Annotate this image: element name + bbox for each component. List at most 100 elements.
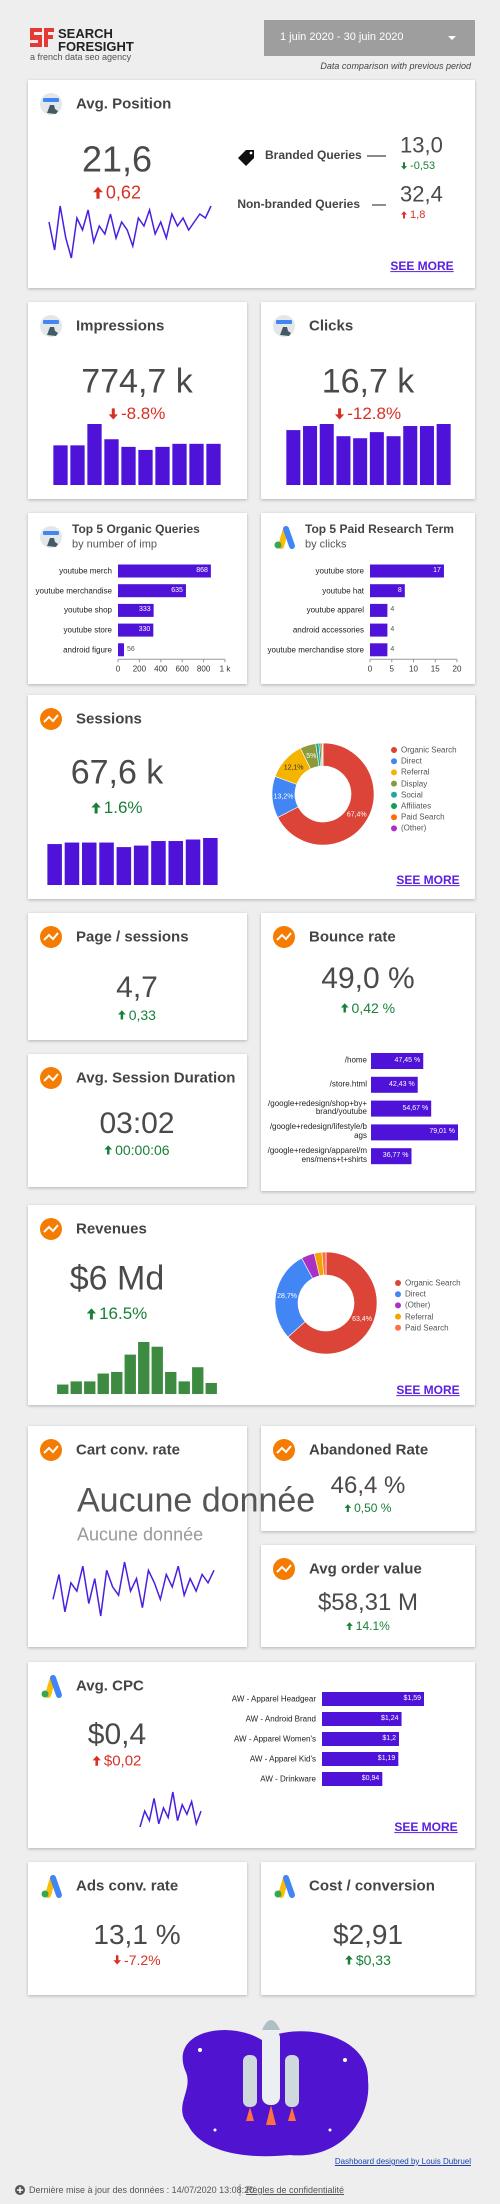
card bbox=[261, 1862, 475, 1995]
icon bbox=[276, 1564, 292, 1573]
slice-label: 28,7% bbox=[277, 1293, 297, 1300]
delta: 00:00:06 bbox=[104, 1142, 170, 1158]
bar bbox=[371, 1076, 418, 1093]
icon bbox=[43, 714, 59, 723]
bar bbox=[370, 643, 388, 657]
see-more-link[interactable]: SEE MORE bbox=[390, 259, 454, 274]
delta: 0,33 bbox=[118, 1007, 156, 1023]
icon bbox=[43, 1224, 59, 1233]
card-title: Bounce rate bbox=[309, 928, 396, 946]
bar bbox=[192, 1367, 204, 1394]
bar bbox=[138, 1342, 150, 1394]
delta-arrow bbox=[344, 1504, 352, 1512]
kpi-value: $6 Md bbox=[69, 1259, 165, 1298]
bar bbox=[138, 449, 153, 485]
bar bbox=[53, 445, 68, 485]
privacy-link[interactable]: Règles de confidentialité bbox=[246, 2185, 345, 2195]
bar-label: AW - Apparel Kid's bbox=[249, 1754, 316, 1764]
icon bbox=[41, 1890, 49, 1898]
delta-arrow bbox=[401, 162, 408, 170]
card-subtitle: by clicks bbox=[305, 538, 347, 551]
delta-arrow bbox=[401, 211, 408, 219]
icon bbox=[43, 98, 59, 102]
bar bbox=[84, 1381, 96, 1394]
delta: 0,50 % bbox=[344, 1501, 391, 1515]
value-label: 8 bbox=[397, 586, 402, 594]
icon bbox=[283, 526, 295, 549]
dropdown-arrow[interactable] bbox=[448, 36, 456, 40]
delta-value: $0,02 bbox=[103, 1752, 142, 1770]
value-label: 17 bbox=[433, 566, 441, 574]
date-picker[interactable] bbox=[264, 20, 475, 56]
card-title: Sessions bbox=[76, 710, 142, 728]
icon bbox=[274, 1890, 282, 1898]
delta-arrow bbox=[345, 1955, 353, 1965]
last-update: Dernière mise à jour des données : 14/07… bbox=[29, 2185, 255, 2195]
legend-swatch bbox=[391, 803, 397, 809]
icon bbox=[276, 1445, 292, 1454]
bar bbox=[403, 426, 418, 485]
legend-swatch bbox=[395, 1313, 401, 1320]
bar bbox=[178, 1381, 190, 1394]
icon bbox=[43, 932, 59, 941]
kpi-value: 46,4 % bbox=[330, 1472, 406, 1500]
delta: -12.8% bbox=[334, 404, 401, 424]
delta-arrow bbox=[92, 1756, 101, 1766]
card-title: Cost / conversion bbox=[309, 1877, 435, 1895]
sparkline bbox=[139, 1791, 202, 1828]
delta-value: -7.2% bbox=[124, 1952, 161, 1968]
see-more-link[interactable]: SEE MORE bbox=[396, 873, 460, 888]
delta: -8.8% bbox=[108, 404, 165, 424]
query-label: Non-branded Queries bbox=[237, 197, 360, 212]
delta-arrow bbox=[113, 1955, 122, 1965]
legend-swatch bbox=[391, 791, 397, 798]
see-more-link[interactable]: SEE MORE bbox=[394, 1820, 458, 1835]
value-label: 79,01 % bbox=[429, 1128, 455, 1136]
legend-label: Direct bbox=[405, 1289, 426, 1299]
update-icon-plus bbox=[17, 2187, 23, 2193]
bar bbox=[419, 426, 434, 485]
delta-value: 00:00:06 bbox=[115, 1142, 170, 1158]
card bbox=[261, 1426, 475, 1531]
donut-slice bbox=[277, 742, 375, 846]
bar-label: android accessories bbox=[292, 625, 364, 635]
delta-value: -0,53 bbox=[410, 160, 436, 172]
delta: 14.1% bbox=[346, 1619, 390, 1633]
icon bbox=[276, 932, 292, 941]
bar bbox=[370, 623, 388, 637]
value-label: 333 bbox=[138, 606, 151, 614]
value-label: 4 bbox=[390, 606, 395, 614]
bar-label: youtube merch bbox=[59, 566, 112, 576]
value-label: 56 bbox=[126, 645, 135, 653]
query-label: Branded Queries bbox=[265, 148, 362, 163]
bar bbox=[70, 1381, 82, 1394]
card bbox=[261, 513, 475, 684]
card bbox=[28, 1862, 247, 1995]
icon bbox=[274, 541, 282, 549]
legend-swatch bbox=[391, 747, 397, 753]
see-more-link[interactable]: SEE MORE bbox=[396, 1383, 460, 1398]
legend-swatch bbox=[395, 1280, 401, 1286]
bar bbox=[436, 424, 451, 485]
kpi-value: 13,1 % bbox=[93, 1918, 181, 1950]
bar bbox=[370, 564, 444, 578]
card-title: Avg. CPC bbox=[76, 1677, 144, 1695]
delta-value: 0,42 % bbox=[351, 1000, 396, 1016]
donut-slice bbox=[321, 1251, 327, 1276]
x-tick-label: 1 k bbox=[219, 664, 231, 674]
bar-label: /store.html bbox=[329, 1079, 367, 1089]
legend-swatch bbox=[395, 1324, 401, 1331]
bar bbox=[118, 564, 211, 578]
x-tick-label: 15 bbox=[430, 664, 440, 674]
bar bbox=[286, 430, 301, 485]
legend-swatch bbox=[391, 814, 397, 821]
bar-label: /google+redesign/shop+by+brand/youtube bbox=[268, 1098, 367, 1117]
icon bbox=[276, 320, 292, 324]
bar bbox=[121, 446, 136, 485]
legend-label: Paid Search bbox=[405, 1323, 449, 1333]
x-tick-label: 0 bbox=[115, 664, 121, 674]
credit-link[interactable]: Dashboard designed by Louis Dubruel bbox=[334, 2157, 471, 2166]
kpi-value: 16,7 k bbox=[321, 362, 415, 401]
date-range[interactable]: 1 juin 2020 - 30 juin 2020 bbox=[280, 31, 404, 43]
bar bbox=[87, 424, 102, 485]
